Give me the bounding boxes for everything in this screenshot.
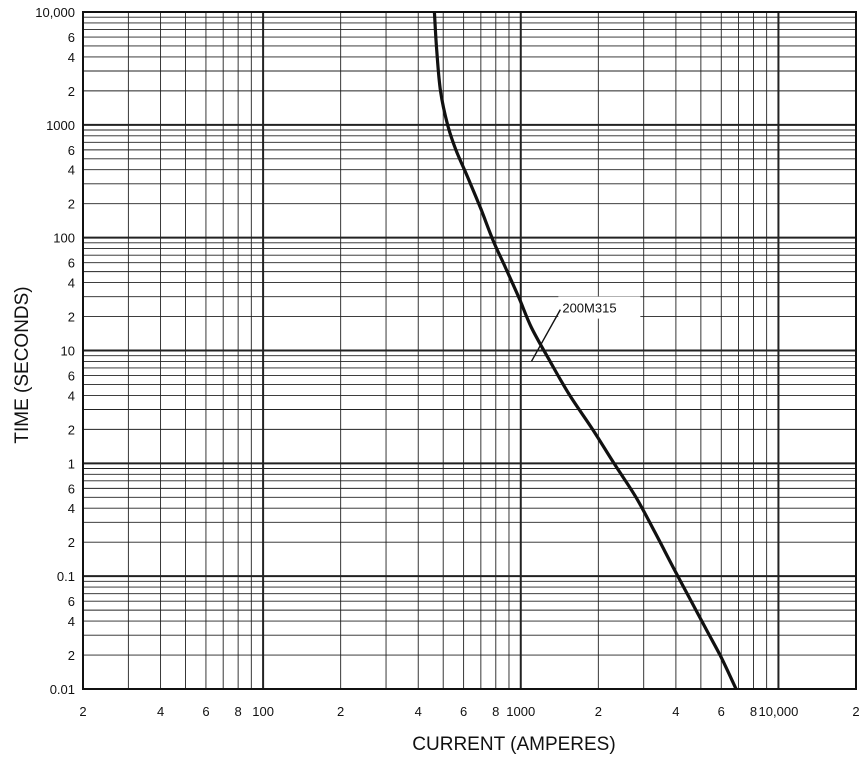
x-tick-label: 10,000 — [759, 704, 799, 719]
y-tick-label: 4 — [68, 50, 75, 65]
y-tick-label: 2 — [68, 310, 75, 325]
y-tick-label: 10 — [61, 344, 75, 359]
y-tick-label: 6 — [68, 369, 75, 384]
x-tick-label: 100 — [252, 704, 274, 719]
y-tick-label: 100 — [53, 231, 75, 246]
x-tick-label: 4 — [415, 704, 422, 719]
x-tick-label: 2 — [852, 704, 859, 719]
y-tick-label: 4 — [68, 614, 75, 629]
y-tick-label: 1 — [68, 456, 75, 471]
x-tick-label: 4 — [157, 704, 164, 719]
y-tick-label: 4 — [68, 501, 75, 516]
y-tick-label: 4 — [68, 388, 75, 403]
y-tick-label: 6 — [68, 594, 75, 609]
x-tick-label: 2 — [79, 704, 86, 719]
y-tick-label: 4 — [68, 276, 75, 291]
y-tick-label: 0.01 — [50, 682, 75, 697]
y-axis-title: TIME (SECONDS) — [12, 286, 33, 443]
y-tick-label: 2 — [68, 422, 75, 437]
plot-frame — [82, 11, 857, 690]
y-tick-label: 2 — [68, 84, 75, 99]
y-tick-label: 2 — [68, 197, 75, 212]
x-tick-label: 6 — [460, 704, 467, 719]
annotation-label: 200M315 — [562, 301, 616, 316]
x-tick-label: 2 — [337, 704, 344, 719]
y-tick-label: 2 — [68, 535, 75, 550]
y-tick-labels: 10,000 6 4 2 1000 6 4 2 100 6 4 2 10 6 4 2 1 6 4 2 0.1 6 4 2 0.0… — [35, 5, 75, 697]
y-tick-label: 4 — [68, 163, 75, 178]
y-tick-label: 6 — [68, 143, 75, 158]
x-tick-label: 2 — [595, 704, 602, 719]
x-axis-title: CURRENT (AMPERES) — [412, 734, 615, 755]
y-tick-label: 6 — [68, 481, 75, 496]
x-tick-label: 8 — [750, 704, 757, 719]
y-tick-label: 6 — [68, 256, 75, 271]
y-tick-label: 0.1 — [57, 569, 75, 584]
annotation-leader-line — [530, 309, 561, 362]
y-tick-label: 1000 — [46, 118, 75, 133]
y-tick-label: 2 — [68, 648, 75, 663]
x-tick-label: 6 — [202, 704, 209, 719]
x-tick-label: 1000 — [506, 704, 535, 719]
x-tick-label: 6 — [718, 704, 725, 719]
annotation-label-background — [558, 296, 641, 319]
grid-lines — [82, 11, 857, 690]
x-tick-label: 8 — [235, 704, 242, 719]
y-tick-label: 10,000 — [35, 5, 75, 20]
y-tick-label: 6 — [68, 30, 75, 45]
annotation-layer: 200M315 — [530, 296, 641, 362]
x-tick-label: 8 — [492, 704, 499, 719]
x-tick-label: 4 — [672, 704, 679, 719]
x-tick-labels: 2 4 6 8 100 2 4 6 8 1000 2 4 6 8 10,000 2 — [79, 704, 859, 719]
